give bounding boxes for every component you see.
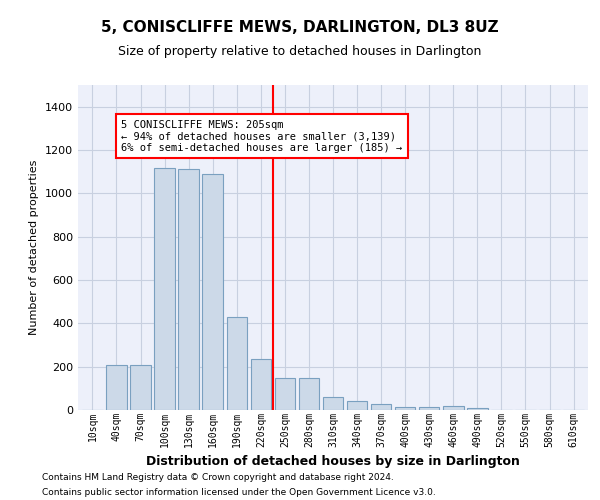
Text: Contains HM Land Registry data © Crown copyright and database right 2024.: Contains HM Land Registry data © Crown c… [42,473,394,482]
Bar [299,378,319,410]
X-axis label: Distribution of detached houses by size in Darlington: Distribution of detached houses by size … [146,455,520,468]
Bar [178,170,199,410]
Text: 5 CONISCLIFFE MEWS: 205sqm
← 94% of detached houses are smaller (3,139)
6% of se: 5 CONISCLIFFE MEWS: 205sqm ← 94% of deta… [121,120,403,153]
Bar [251,359,271,410]
Bar [371,404,391,410]
Text: Size of property relative to detached houses in Darlington: Size of property relative to detached ho… [118,45,482,58]
Bar [395,407,415,410]
Bar [347,402,367,410]
Y-axis label: Number of detached properties: Number of detached properties [29,160,40,335]
Bar [106,364,127,410]
Text: Contains public sector information licensed under the Open Government Licence v3: Contains public sector information licen… [42,488,436,497]
Bar [227,317,247,410]
Text: 5, CONISCLIFFE MEWS, DARLINGTON, DL3 8UZ: 5, CONISCLIFFE MEWS, DARLINGTON, DL3 8UZ [101,20,499,35]
Bar [202,174,223,410]
Bar [419,407,439,410]
Bar [275,378,295,410]
Bar [467,408,488,410]
Bar [130,364,151,410]
Bar [443,406,464,410]
Bar [154,168,175,410]
Bar [323,397,343,410]
